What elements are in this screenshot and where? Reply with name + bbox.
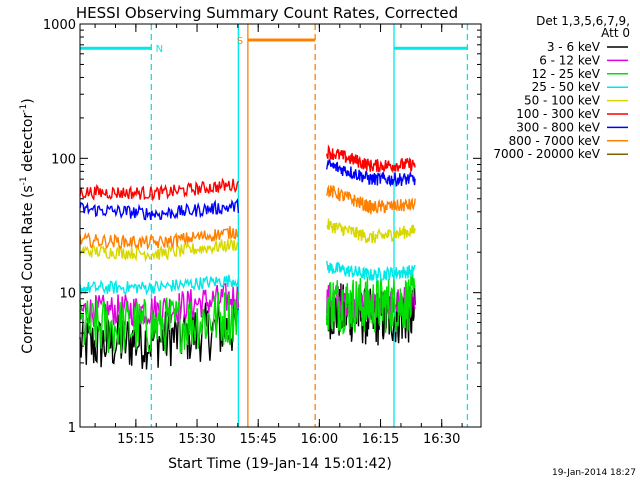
series-line-2-seg0 xyxy=(79,291,240,354)
x-tick-label-4: 16:15 xyxy=(362,432,399,447)
plot-frame xyxy=(79,23,482,428)
flag-labels: NS xyxy=(156,36,243,55)
x-tick-label-2: 15:45 xyxy=(239,432,276,447)
series-line-5-seg1 xyxy=(326,144,416,174)
x-tick-label-0: 15:15 xyxy=(117,432,154,447)
series-group xyxy=(79,144,416,370)
legend-label-6: 300 - 800 keV xyxy=(516,120,600,134)
series-line-3-seg1 xyxy=(326,260,416,281)
series-line-4-seg1 xyxy=(326,218,416,244)
y-tick-label-2: 100 xyxy=(51,152,76,167)
series-line-2-seg1 xyxy=(326,272,416,335)
legend-label-8: 7000 - 20000 keV xyxy=(493,147,600,161)
series-line-5-seg0 xyxy=(79,177,239,202)
x-tick-label-3: 16:00 xyxy=(301,432,338,447)
legend-label-7: 800 - 7000 keV xyxy=(509,134,601,148)
y-tick-label-1: 10 xyxy=(59,287,76,302)
legend-header-line1: Det 1,3,5,6,7,9, xyxy=(536,14,630,28)
x-tick-label-1: 15:30 xyxy=(178,432,215,447)
y-axis-label: Corrected Count Rate (s-1 detector-1) xyxy=(19,98,36,353)
series-line-4-seg0 xyxy=(79,237,239,263)
series-line-3-seg0 xyxy=(79,274,240,296)
legend-label-0: 3 - 6 keV xyxy=(547,40,601,54)
y-axis-label-tail: detector xyxy=(20,113,36,177)
legend-label-1: 6 - 12 keV xyxy=(539,53,601,67)
legend-header-line2: Att 0 xyxy=(601,26,630,40)
y-tick-label-3: 1000 xyxy=(43,18,76,33)
series-line-6-seg1 xyxy=(326,159,416,188)
y-axis-label-main: Corrected Count Rate (s xyxy=(20,185,36,353)
x-tick-label-5: 16:30 xyxy=(423,432,460,447)
chart-title: HESSI Observing Summary Count Rates, Cor… xyxy=(76,4,458,22)
y-axis-label-close: ) xyxy=(20,98,36,103)
flag-label-s: S xyxy=(237,36,243,47)
axis-ticks: 15:15 15:30 15:45 16:00 16:15 16:30 1 10 100 1000 xyxy=(43,18,481,447)
y-tick-label-0: 1 xyxy=(68,421,76,436)
footer-timestamp: 19-Jan-2014 18:27 xyxy=(552,468,636,478)
series-line-0-seg0 xyxy=(79,300,239,370)
flag-label-n: N xyxy=(156,44,163,55)
plot-lines xyxy=(80,24,469,427)
legend-label-2: 12 - 25 keV xyxy=(532,67,601,81)
x-axis-label: Start Time (19-Jan-14 15:01:42) xyxy=(168,456,392,472)
y-axis-label-sup2: -1 xyxy=(19,104,29,113)
series-line-7-seg0 xyxy=(79,226,239,251)
series-line-7-seg1 xyxy=(326,184,416,215)
y-axis-label-sup: -1 xyxy=(19,176,29,185)
legend-label-4: 50 - 100 keV xyxy=(524,94,601,108)
legend-label-5: 100 - 300 keV xyxy=(516,107,600,121)
series-line-6-seg0 xyxy=(79,198,240,221)
legend-label-3: 25 - 50 keV xyxy=(532,80,601,94)
